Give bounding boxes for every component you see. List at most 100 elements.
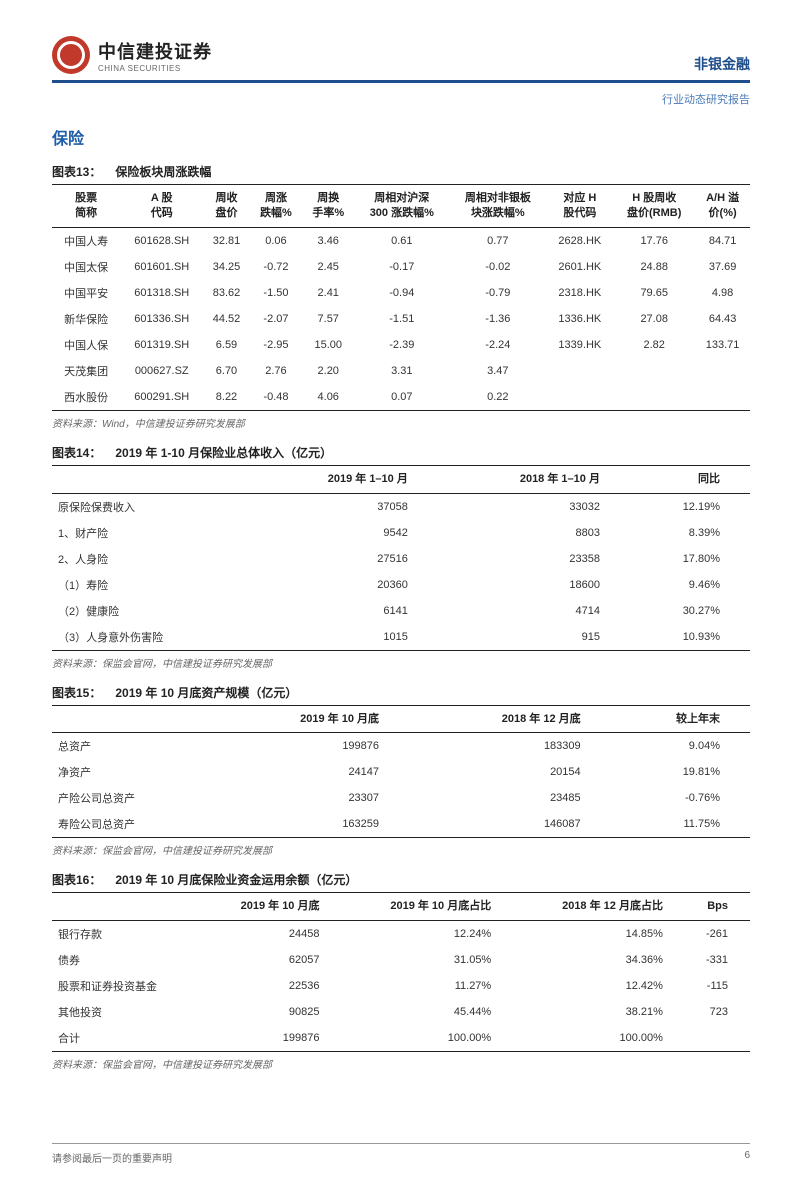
cell [546, 384, 613, 411]
col-header: 周相对非银板块涨跌幅% [449, 185, 546, 228]
col-header: 较上年末 [611, 705, 750, 733]
table15-source: 资料来源：保监会官网，中信建投证券研究发展部 [52, 842, 750, 857]
cell: 17.76 [613, 227, 695, 254]
cell: 净资产 [52, 759, 207, 785]
cell: 15.00 [302, 332, 354, 358]
table16-label: 图表16： [52, 873, 101, 887]
cell: 6141 [246, 598, 438, 624]
cell: 199876 [200, 1025, 342, 1052]
col-header: A 股代码 [120, 185, 203, 228]
table-row: 银行存款2445812.24%14.85%-261 [52, 921, 750, 948]
col-header: 2019 年 1–10 月 [246, 465, 438, 493]
cell: （3）人身意外伤害险 [52, 624, 246, 651]
cell: 12.24% [341, 921, 513, 948]
cell: 100.00% [341, 1025, 513, 1052]
cell: 12.42% [513, 973, 685, 999]
cell: 0.22 [449, 384, 546, 411]
cell: 12.19% [630, 493, 750, 520]
col-header: A/H 溢价(%) [695, 185, 750, 228]
cell: -0.02 [449, 254, 546, 280]
cell: -0.94 [354, 280, 449, 306]
table-row: 中国平安601318.SH83.62-1.502.41-0.94-0.79231… [52, 280, 750, 306]
cell: -2.39 [354, 332, 449, 358]
table-row: （1）寿险20360186009.46% [52, 572, 750, 598]
table-row: 天茂集团000627.SZ6.702.762.203.313.47 [52, 358, 750, 384]
table14-title: 图表14：2019 年 1-10 月保险业总体收入（亿元） [52, 444, 750, 461]
cell: 32.81 [203, 227, 250, 254]
cell: -2.95 [250, 332, 302, 358]
cell: 24147 [207, 759, 409, 785]
cell: 27.08 [613, 306, 695, 332]
cell: 90825 [200, 999, 342, 1025]
col-header [52, 705, 207, 733]
cell: 6.70 [203, 358, 250, 384]
table16-caption: 2019 年 10 月底保险业资金运用余额（亿元） [115, 873, 357, 887]
cell: 14.85% [513, 921, 685, 948]
cell: 10.93% [630, 624, 750, 651]
table13-caption: 保险板块周涨跌幅 [115, 165, 211, 179]
col-header: 周收盘价 [203, 185, 250, 228]
cell: 11.75% [611, 811, 750, 838]
cell: 24458 [200, 921, 342, 948]
table16-title: 图表16： 2019 年 10 月底保险业资金运用余额（亿元） [52, 871, 750, 888]
logo-block: 中信建投证券 CHINA SECURITIES [52, 36, 212, 74]
cell: -0.79 [449, 280, 546, 306]
col-header: 周相对沪深300 涨跌幅% [354, 185, 449, 228]
table14-source: 资料来源：保监会官网，中信建投证券研究发展部 [52, 655, 750, 670]
cell: 19.81% [611, 759, 750, 785]
cell: 183309 [409, 733, 611, 760]
table-row: 原保险保费收入370583303212.19% [52, 493, 750, 520]
cell: 20360 [246, 572, 438, 598]
cell: 601336.SH [120, 306, 203, 332]
logo-text: 中信建投证券 CHINA SECURITIES [98, 38, 212, 73]
cell: 133.71 [695, 332, 750, 358]
cell: 8803 [438, 520, 630, 546]
cell: 20154 [409, 759, 611, 785]
col-header: 2019 年 10 月底 [200, 893, 342, 921]
table14: 2019 年 1–10 月2018 年 1–10 月同比 原保险保费收入3705… [52, 465, 750, 651]
cell: 37.69 [695, 254, 750, 280]
table15-label: 图表15： [52, 686, 101, 700]
cell: -1.36 [449, 306, 546, 332]
cell: 34.25 [203, 254, 250, 280]
cell: 1015 [246, 624, 438, 651]
footer-disclaimer: 请参阅最后一页的重要声明 [52, 1150, 172, 1165]
table15-title: 图表15：2019 年 10 月底资产规模（亿元） [52, 684, 750, 701]
company-name-cn: 中信建投证券 [98, 38, 212, 64]
table14-caption: 2019 年 1-10 月保险业总体收入（亿元） [115, 446, 332, 460]
table-row: 新华保险601336.SH44.52-2.077.57-1.51-1.36133… [52, 306, 750, 332]
table15: 2019 年 10 月底2018 年 12 月底较上年末 总资产19987618… [52, 705, 750, 839]
cell: 84.71 [695, 227, 750, 254]
cell: 2.76 [250, 358, 302, 384]
table-row: 其他投资9082545.44%38.21%723 [52, 999, 750, 1025]
cell: 24.88 [613, 254, 695, 280]
report-type: 行业动态研究报告 [52, 91, 750, 107]
col-header: 股票简称 [52, 185, 120, 228]
cell: -2.07 [250, 306, 302, 332]
cell: 0.77 [449, 227, 546, 254]
table-row: 产险公司总资产2330723485-0.76% [52, 785, 750, 811]
table-row: 2、人身险275162335817.80% [52, 546, 750, 572]
cell: 11.27% [341, 973, 513, 999]
cell: 601318.SH [120, 280, 203, 306]
cell: 9.04% [611, 733, 750, 760]
cell: 4.06 [302, 384, 354, 411]
table-row: 西水股份600291.SH8.22-0.484.060.070.22 [52, 384, 750, 411]
cell: 34.36% [513, 947, 685, 973]
cell: -0.76% [611, 785, 750, 811]
cell: 3.31 [354, 358, 449, 384]
cell: 股票和证券投资基金 [52, 973, 200, 999]
table-row: 中国人寿601628.SH32.810.063.460.610.772628.H… [52, 227, 750, 254]
page-footer: 请参阅最后一页的重要声明 6 [52, 1143, 750, 1165]
cell: 64.43 [695, 306, 750, 332]
cell: 79.65 [613, 280, 695, 306]
table-row: 合计199876100.00%100.00% [52, 1025, 750, 1052]
col-header: 对应 H股代码 [546, 185, 613, 228]
cell: 西水股份 [52, 384, 120, 411]
cell: 3.46 [302, 227, 354, 254]
table-row: 中国人保601319.SH6.59-2.9515.00-2.39-2.24133… [52, 332, 750, 358]
col-header: 周涨跌幅% [250, 185, 302, 228]
cell: （1）寿险 [52, 572, 246, 598]
cell: 1336.HK [546, 306, 613, 332]
page-header: 中信建投证券 CHINA SECURITIES 非银金融 [52, 36, 750, 83]
